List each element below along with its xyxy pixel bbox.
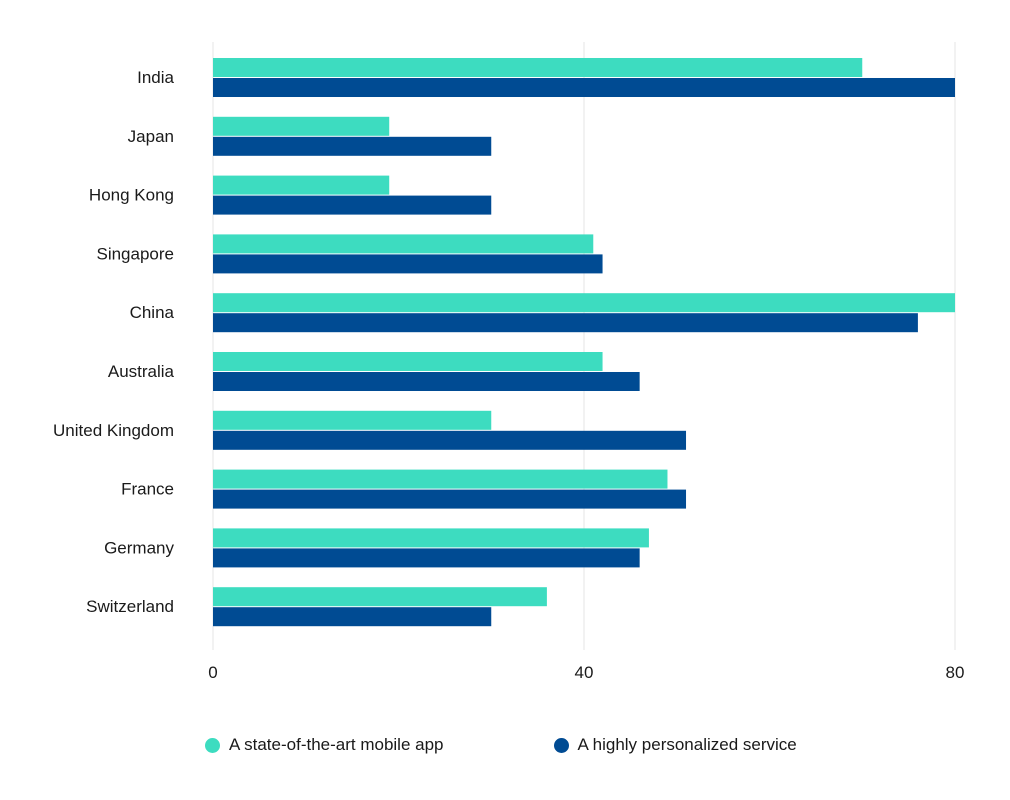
bar-germany-series-2: [213, 548, 640, 568]
bar-united-kingdom-series-1: [213, 410, 492, 430]
category-label-united-kingdom: United Kingdom: [53, 421, 174, 440]
legend-label-mobile-app: A state-of-the-art mobile app: [229, 735, 444, 754]
category-label-india: India: [137, 68, 174, 87]
bar-hong-kong-series-2: [213, 195, 492, 215]
bar-india-series-1: [213, 58, 863, 77]
bar-switzerland-series-1: [213, 587, 547, 607]
x-tick-label-40: 40: [575, 663, 594, 682]
legend: A state-of-the-art mobile app A highly p…: [205, 735, 907, 755]
bar-germany-series-1: [213, 528, 649, 548]
category-label-australia: Australia: [108, 362, 175, 381]
legend-swatch-mobile-app: [205, 737, 220, 753]
x-tick-label-0: 0: [208, 663, 217, 682]
bar-india-series-2: [213, 78, 955, 97]
bar-australia-series-2: [213, 372, 640, 391]
x-tick-label-80: 80: [946, 663, 965, 682]
category-label-japan: Japan: [128, 127, 174, 146]
bar-japan-series-2: [213, 136, 492, 156]
bar-singapore-series-2: [213, 254, 603, 274]
category-label-france: France: [121, 480, 174, 499]
category-label-germany: Germany: [104, 538, 174, 557]
bar-france-series-2: [213, 489, 687, 509]
bar-united-kingdom-series-2: [213, 430, 687, 450]
bar-china-series-1: [213, 293, 955, 313]
category-label-singapore: Singapore: [96, 244, 174, 263]
legend-item-mobile-app: A state-of-the-art mobile app: [205, 735, 444, 755]
bar-france-series-1: [213, 469, 668, 489]
category-label-hong-kong: Hong Kong: [89, 186, 174, 205]
bar-japan-series-1: [213, 116, 390, 136]
bar-china-series-2: [213, 313, 918, 333]
legend-label-personalized-service: A highly personalized service: [577, 735, 797, 754]
category-label-switzerland: Switzerland: [86, 597, 174, 616]
legend-item-personalized-service: A highly personalized service: [553, 735, 797, 755]
legend-swatch-personalized-service: [553, 737, 569, 753]
category-label-china: China: [130, 303, 175, 322]
bar-hong-kong-series-1: [213, 175, 390, 195]
bar-singapore-series-1: [213, 234, 594, 254]
bar-switzerland-series-2: [213, 607, 492, 627]
bar-australia-series-1: [213, 352, 603, 371]
